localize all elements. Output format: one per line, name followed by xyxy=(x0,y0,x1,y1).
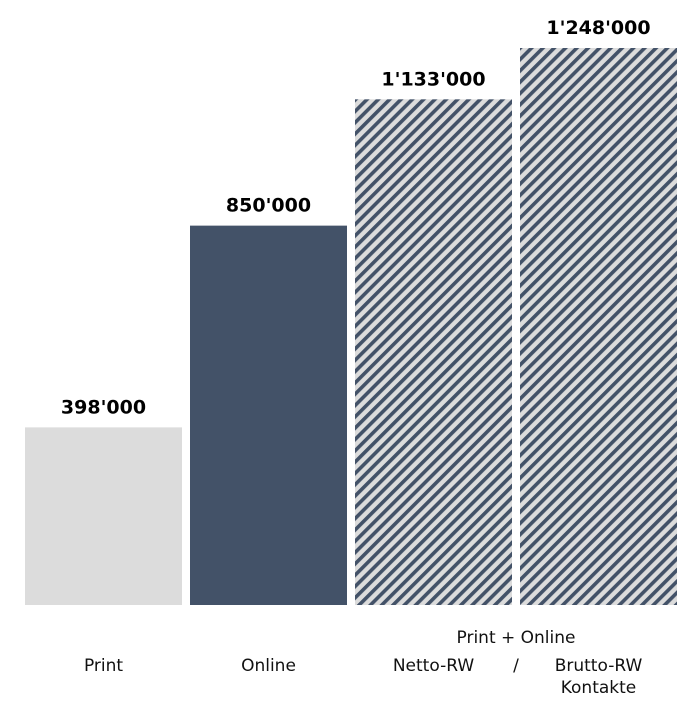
bar-online xyxy=(190,225,347,606)
bars-group xyxy=(25,48,677,606)
value-label: 398'000 xyxy=(61,396,146,418)
value-label: 1'248'000 xyxy=(546,17,650,39)
value-label: 1'133'000 xyxy=(381,68,485,90)
bar-brutto-rw-kontakte xyxy=(520,48,677,605)
bar-netto-rw xyxy=(355,99,512,606)
category-label: Brutto-RW xyxy=(555,656,643,676)
group-separator: / xyxy=(513,656,519,676)
category-label: Netto-RW xyxy=(393,656,474,676)
value-labels-group: 398'000 850'000 1'133'000 1'248'000 xyxy=(61,17,651,418)
category-label: Kontakte xyxy=(561,678,637,698)
category-label: Online xyxy=(241,656,296,676)
value-label: 850'000 xyxy=(226,195,311,217)
category-labels-group: Print + Online / Print Online Netto-RW Brut… xyxy=(84,628,643,698)
group-label: Print + Online xyxy=(457,628,576,648)
bar-print xyxy=(25,427,182,605)
category-label: Print xyxy=(84,656,123,676)
